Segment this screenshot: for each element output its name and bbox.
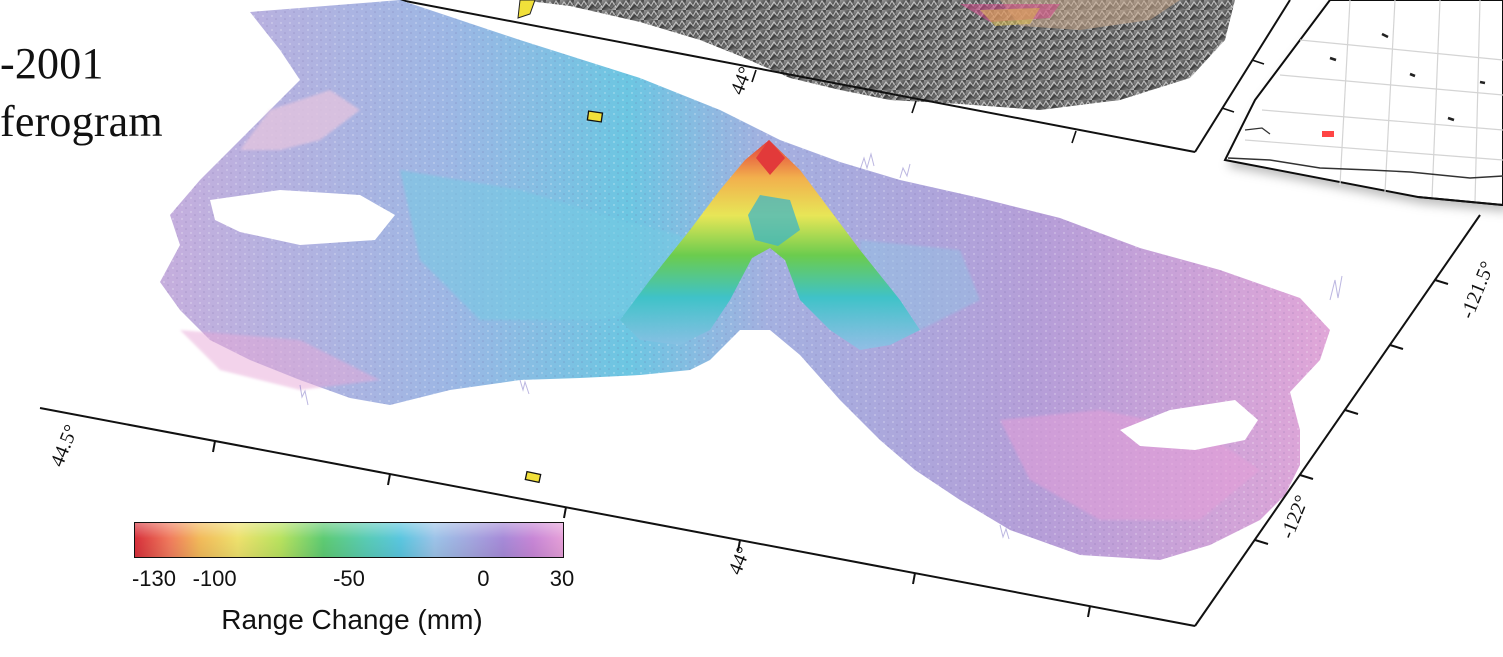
legend-tick-label: -130 bbox=[131, 566, 177, 591]
color-scale-legend: -130 -100 -50 0 30 Range Change (mm) bbox=[131, 522, 575, 657]
lon-label-east: -121.5° bbox=[1456, 258, 1499, 322]
lat-label-left: 44.5° bbox=[46, 422, 83, 470]
map-frame bbox=[39, 214, 1481, 627]
legend-title: Range Change (mm) bbox=[221, 604, 483, 635]
legend-tick-label: -50 bbox=[333, 566, 365, 591]
deformation-surface bbox=[160, 0, 1343, 560]
color-scale-bar bbox=[134, 522, 564, 558]
figure-title-line-2: ferogram bbox=[0, 97, 163, 146]
study-area-marker bbox=[1322, 131, 1334, 137]
relief-panel bbox=[399, 0, 1291, 153]
legend-tick-label: -100 bbox=[192, 566, 237, 591]
reference-marker-lower bbox=[524, 470, 542, 484]
inset-frame bbox=[1417, 196, 1503, 206]
legend-tick-label: 0 bbox=[477, 566, 490, 591]
inset-map bbox=[1223, 0, 1503, 207]
legend-tick-label: 30 bbox=[549, 566, 575, 591]
lat-label-upper: 44° bbox=[726, 64, 757, 98]
figure-title-line-1: -2001 bbox=[0, 39, 104, 88]
reference-marker bbox=[586, 110, 604, 123]
lat-label-lower: 44° bbox=[724, 544, 755, 578]
